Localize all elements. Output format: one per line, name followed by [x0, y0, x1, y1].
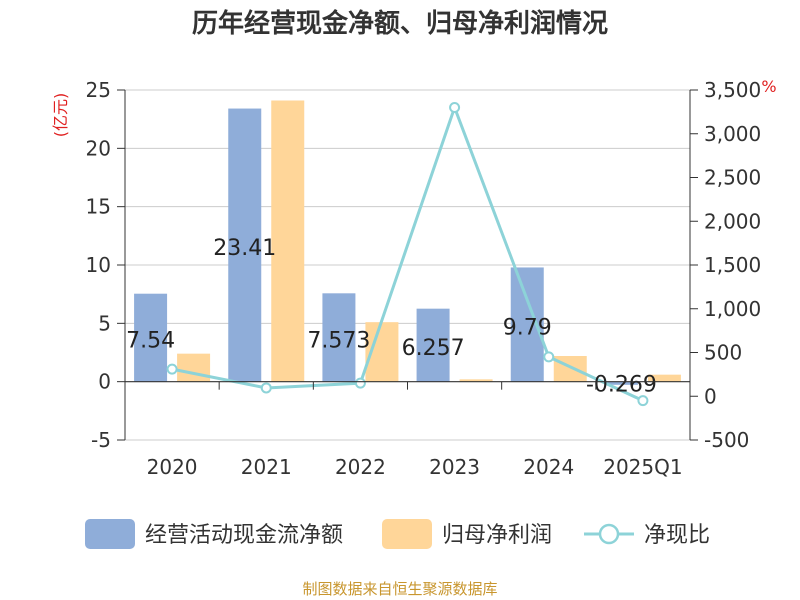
bars	[134, 100, 681, 385]
netprofit-bar-2025Q1	[647, 374, 681, 382]
ratio-point-2023	[449, 102, 461, 113]
cashflow-bar-2023	[416, 308, 450, 382]
x-axis-label-2022: 2022	[335, 455, 386, 479]
netprofit-bar-2021	[271, 100, 305, 382]
left-axis-tick-label: 5	[98, 311, 111, 335]
cashflow-data-label: 6.257	[402, 336, 465, 361]
left-axis-tick-label: 20	[86, 136, 111, 160]
left-axis-tick-label: 15	[86, 195, 111, 219]
netprofit-bar-2020	[177, 353, 211, 382]
cashflow-bar-2024	[510, 267, 544, 382]
cashflow-bar-2025Q1	[604, 381, 638, 385]
left-axis-tick-label: 0	[98, 370, 111, 394]
grid-lines	[125, 89, 690, 441]
ratio-point-2024	[543, 351, 555, 363]
legend-label-2: 净现比	[644, 523, 710, 548]
cashflow-data-label: 7.573	[307, 328, 370, 353]
x-axis-label-2023: 2023	[429, 455, 480, 479]
left-axis-tick-label: 25	[86, 78, 111, 102]
cashflow-bar-2020	[134, 293, 168, 382]
legend-swatch-1	[382, 519, 432, 549]
legend-label-1: 归母净利润	[442, 523, 552, 548]
chart-title: 历年经营现金净额、归母净利润情况	[192, 8, 608, 39]
legend: 经营活动现金流净额 归母净利润 净现比	[85, 519, 710, 549]
data-labels: 7.54 23.41 7.573 6.257 9.79 -0.269	[126, 236, 657, 398]
right-axis-tick-label: 3,500	[704, 78, 761, 102]
cashflow-data-label: 23.41	[213, 236, 276, 261]
left-axis: -5 0 5 10 15 20 25	[86, 78, 126, 452]
cashflow-data-label: 7.54	[126, 329, 175, 354]
right-axis-tick-label: 2,000	[704, 209, 761, 233]
cashflow-bar-2021	[228, 108, 262, 382]
left-axis-unit: (亿元)	[51, 93, 70, 138]
x-axis-label-2021: 2021	[241, 455, 292, 479]
ratio-point-2020	[166, 363, 178, 375]
x-axis: 2020 2021 2022 2023 2024 2025Q1	[124, 381, 691, 479]
x-axis-label-2025Q1: 2025Q1	[603, 455, 682, 479]
left-axis-tick-label: -5	[91, 428, 111, 452]
right-axis-tick-label: 1,000	[704, 297, 761, 321]
legend-label-0: 经营活动现金流净额	[145, 523, 343, 548]
right-axis-tick-label: 2,500	[704, 166, 761, 190]
right-axis-unit: %	[761, 77, 776, 96]
x-axis-label-2020: 2020	[147, 455, 198, 479]
right-axis-tick-label: 0	[704, 384, 717, 408]
right-axis-tick-label: 3,000	[704, 122, 761, 146]
x-axis-label-2024: 2024	[523, 455, 574, 479]
ratio-line	[171, 103, 644, 402]
source-note: 制图数据来自恒生聚源数据库	[302, 580, 497, 598]
ratio-point-2021	[260, 382, 272, 394]
ratio-line-layer	[166, 102, 649, 407]
right-axis-tick-label: 1,500	[704, 253, 761, 277]
right-axis: -500 0 500 1,000 1,500 2,000 2,500 3,000 3,500	[689, 78, 761, 452]
cashflow-data-label: 9.79	[503, 316, 552, 341]
right-axis-tick-label: 500	[704, 341, 742, 365]
legend-swatch-marker	[598, 523, 620, 545]
legend-swatch-0	[85, 519, 135, 549]
netprofit-bar-2023	[459, 379, 493, 382]
cashflow-bar-2022	[322, 293, 356, 382]
ratio-point-2025Q1	[637, 395, 649, 407]
left-axis-tick-label: 10	[86, 253, 111, 277]
right-axis-tick-label: -500	[704, 428, 749, 452]
ratio-point-2022	[354, 377, 366, 389]
cashflow-data-label: -0.269	[586, 373, 657, 398]
